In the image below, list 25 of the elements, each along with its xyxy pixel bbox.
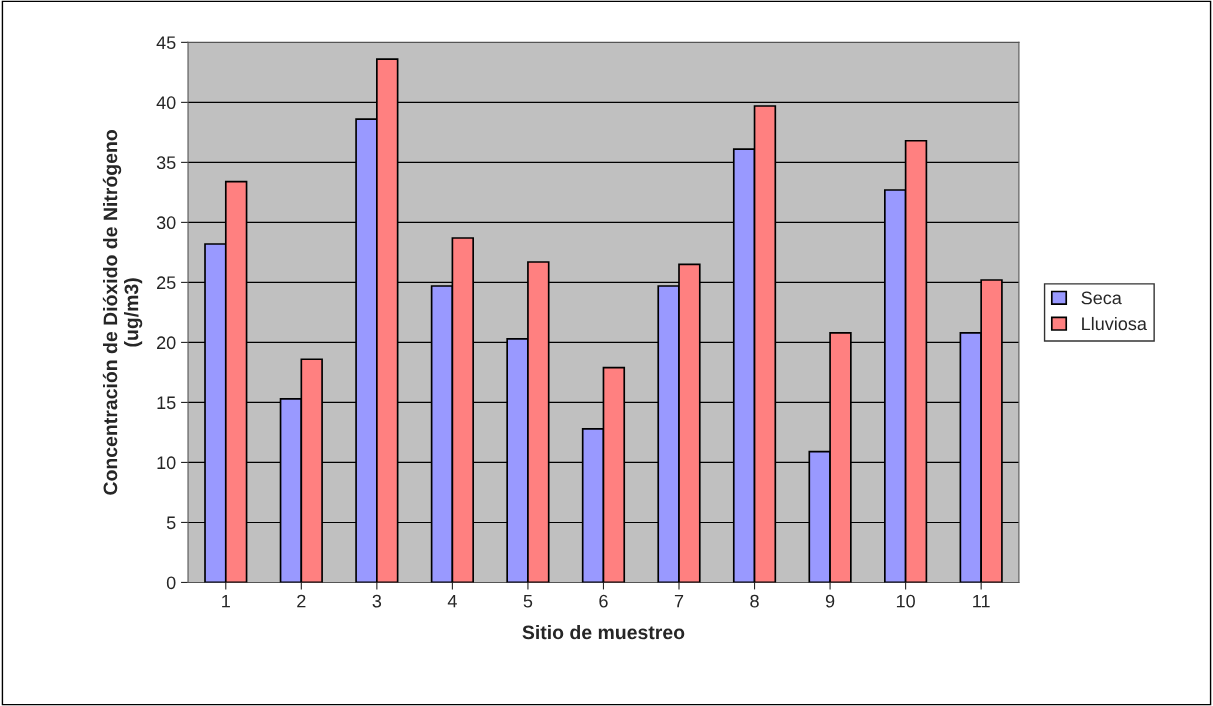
x-tick-label: 2 <box>297 594 306 608</box>
y-tick-label: 10 <box>157 456 176 470</box>
y-tick-label: 0 <box>166 576 176 590</box>
y-tick-label: 20 <box>157 336 176 350</box>
x-tick-label: 8 <box>750 594 759 608</box>
x-tick-label: 6 <box>599 594 608 608</box>
x-tick-label: 11 <box>973 594 990 608</box>
y-tick-label: 5 <box>166 516 176 530</box>
x-tick-label: 7 <box>674 594 684 608</box>
y-tick-label: 35 <box>156 156 176 170</box>
x-tick-label: 9 <box>825 594 835 608</box>
y-tick-label: 45 <box>156 36 176 50</box>
y-tick-label: 30 <box>156 216 176 230</box>
x-tick-label: 1 <box>222 594 230 608</box>
legend-label: Lluviosa <box>1082 316 1147 331</box>
y-tick-label: 40 <box>156 96 176 110</box>
legend-label: Seca <box>1081 291 1122 305</box>
y-tick-label: 25 <box>157 276 176 290</box>
x-tick-label: 3 <box>372 594 382 608</box>
x-tick-label: 10 <box>896 594 915 608</box>
x-tick-label: 5 <box>523 594 533 608</box>
y-axis-title: Concentración de Dióxido de Nitrógeno (ug/m3) <box>102 130 143 495</box>
x-axis-title: Sitio de muestreo <box>522 624 685 640</box>
x-tick-label: 4 <box>447 594 457 608</box>
y-tick-label: 15 <box>157 396 176 410</box>
